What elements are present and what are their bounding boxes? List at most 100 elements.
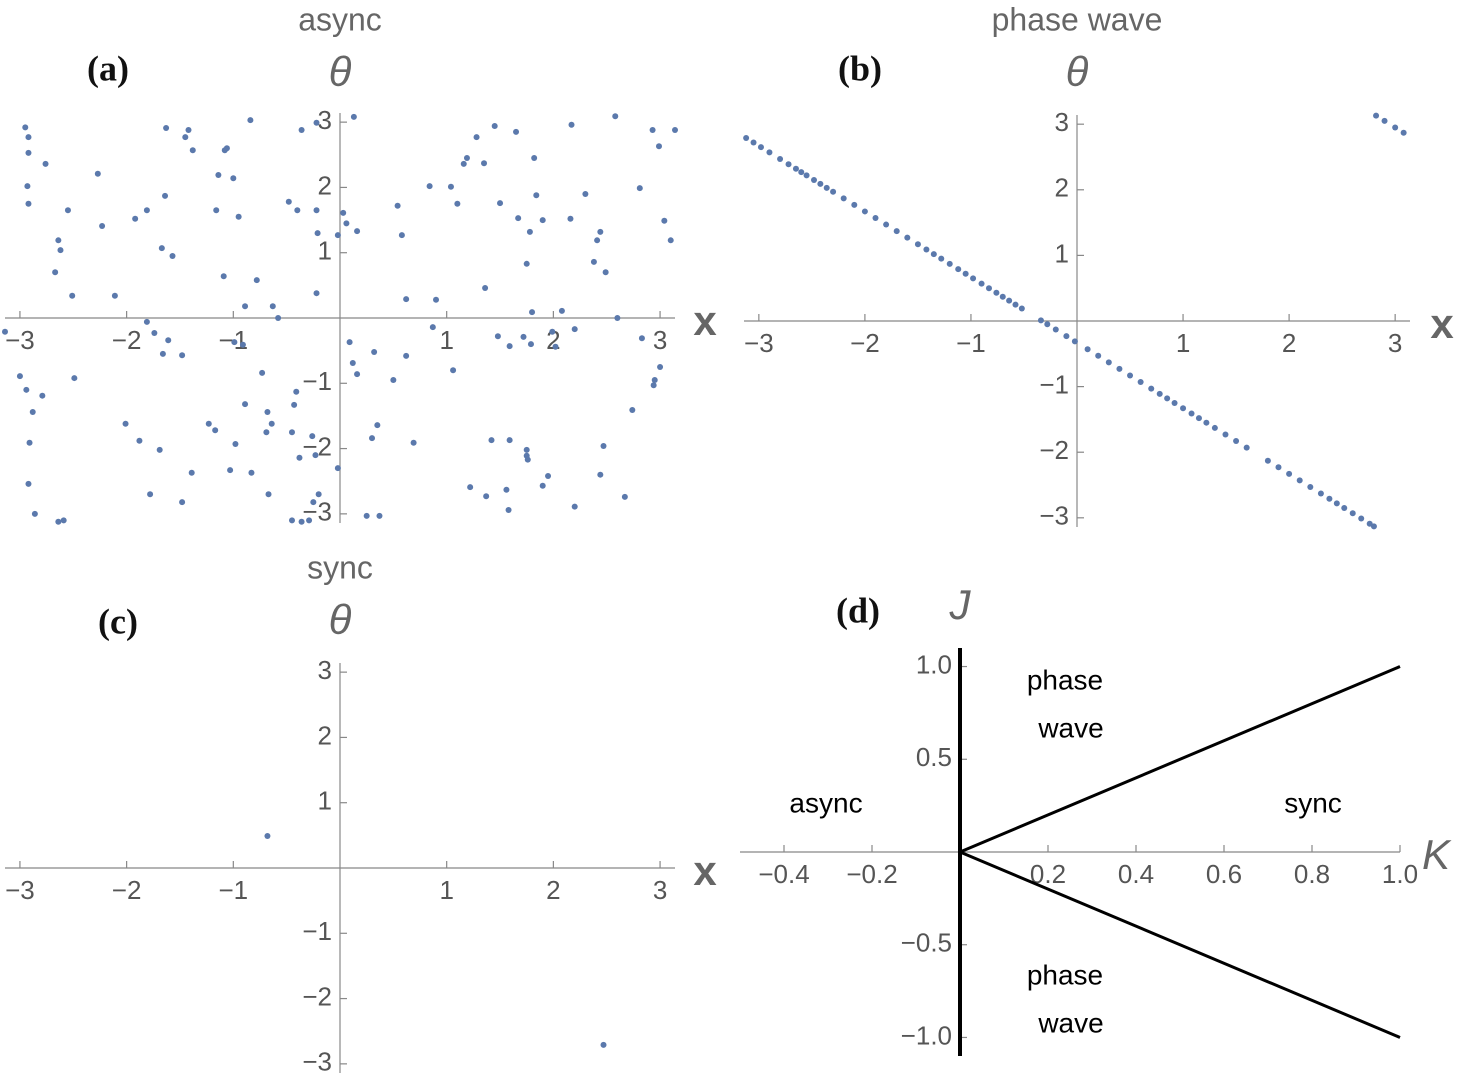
point <box>29 409 36 416</box>
y-tick-label: −1.0 <box>901 1020 952 1050</box>
point <box>582 190 589 197</box>
point <box>803 172 810 179</box>
point <box>1333 500 1340 507</box>
point <box>52 269 59 276</box>
point <box>248 469 255 476</box>
point <box>904 234 911 241</box>
point <box>1349 510 1356 517</box>
point <box>1307 483 1314 490</box>
x-tick-label: −2 <box>112 875 142 905</box>
point <box>212 427 219 434</box>
point <box>39 392 46 399</box>
x-tick-label: 0.4 <box>1118 859 1154 889</box>
x-axis-label: x <box>693 847 717 894</box>
point <box>962 270 969 277</box>
point <box>310 499 317 506</box>
x-tick-label: 0.8 <box>1294 859 1330 889</box>
region-label: sync <box>1284 787 1342 818</box>
point <box>1392 124 1399 131</box>
x-tick-label: −0.2 <box>846 859 897 889</box>
point <box>313 207 320 214</box>
point <box>539 217 546 224</box>
point <box>661 217 668 224</box>
point <box>1358 515 1365 522</box>
point <box>247 117 254 124</box>
point <box>597 471 604 478</box>
point <box>558 307 565 314</box>
point <box>1084 346 1091 353</box>
point <box>450 367 457 374</box>
point <box>369 435 376 442</box>
point <box>667 237 674 244</box>
point <box>529 309 536 316</box>
x-tick-label: −3 <box>5 325 35 355</box>
point <box>636 185 643 192</box>
point <box>55 237 62 244</box>
point <box>792 165 799 172</box>
point <box>232 441 239 448</box>
point <box>672 126 678 133</box>
point <box>1037 317 1044 324</box>
point <box>830 188 837 195</box>
point <box>893 228 900 235</box>
point <box>350 113 357 120</box>
point <box>371 348 378 355</box>
point <box>185 126 192 133</box>
point <box>264 833 271 840</box>
panel-label: (d) <box>836 590 880 630</box>
y-tick-label: 1 <box>318 236 332 266</box>
y-axis-label: θ <box>1066 48 1089 95</box>
point <box>523 446 530 453</box>
point <box>298 126 305 133</box>
point <box>215 172 222 179</box>
y-tick-label: 3 <box>318 105 332 135</box>
point <box>650 382 657 389</box>
point <box>503 486 510 493</box>
region-label: wave <box>1037 712 1103 743</box>
point <box>1203 419 1210 426</box>
point <box>923 246 930 253</box>
y-tick-label: −1 <box>302 366 332 396</box>
x-tick-label: 1.0 <box>1382 859 1418 889</box>
y-tick-label: −3 <box>1039 501 1069 531</box>
point <box>275 315 282 321</box>
point <box>231 339 238 346</box>
point <box>506 343 513 350</box>
point <box>552 343 559 350</box>
point <box>349 360 356 367</box>
point <box>1296 477 1303 484</box>
x-tick-label: −0.4 <box>758 859 809 889</box>
point <box>315 491 322 498</box>
point <box>111 292 118 299</box>
point <box>64 207 71 214</box>
point <box>978 280 985 287</box>
point <box>750 139 757 146</box>
point <box>1381 117 1388 124</box>
point <box>340 209 347 216</box>
point <box>621 493 628 500</box>
point <box>447 183 454 190</box>
point <box>16 373 23 380</box>
point <box>1156 390 1163 397</box>
point <box>612 113 619 120</box>
point <box>291 401 298 408</box>
point <box>159 350 166 357</box>
point <box>343 220 350 227</box>
point <box>288 429 295 436</box>
point <box>99 222 106 229</box>
point <box>1275 464 1282 471</box>
point <box>946 260 953 267</box>
point <box>213 207 220 214</box>
point <box>403 352 410 359</box>
point <box>506 437 513 444</box>
point <box>1052 326 1059 333</box>
point <box>410 439 417 446</box>
point <box>649 126 656 133</box>
point <box>1116 365 1123 372</box>
point <box>651 377 658 384</box>
region-label: async <box>789 787 862 818</box>
point <box>1012 301 1019 308</box>
point <box>132 215 139 222</box>
y-tick-label: 1.0 <box>916 649 952 679</box>
point <box>71 375 78 382</box>
